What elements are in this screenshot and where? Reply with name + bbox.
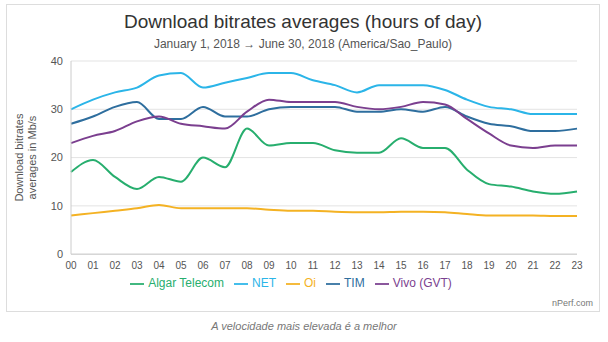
svg-text:14: 14 [373,260,385,271]
svg-text:04: 04 [153,260,165,271]
svg-text:08: 08 [241,260,253,271]
svg-text:03: 03 [131,260,143,271]
html-text:Oi: Oi [304,276,316,291]
svg-text:15: 15 [395,260,407,271]
svg-text:01: 01 [87,260,99,271]
svg-text:18: 18 [461,260,473,271]
svg-text:13: 13 [351,260,363,271]
svg-text:10: 10 [51,200,63,212]
svg-text:02: 02 [109,260,121,271]
svg-text:06: 06 [197,260,209,271]
svg-text:40: 40 [51,55,63,67]
svg-text:22: 22 [549,260,561,271]
svg-text:00: 00 [65,260,77,271]
html-text:January 1, 2018 → June 30, 201: January 1, 2018 → June 30, 2018 (America… [153,37,453,51]
svg-text:20: 20 [51,151,63,163]
html-text:Download bitrates averages (ho: Download bitrates averages (hours of day… [124,11,482,32]
svg-text:30: 30 [51,103,63,115]
svg-text:10: 10 [285,260,297,271]
svg-text:12: 12 [329,260,341,271]
svg-text:16: 16 [417,260,429,271]
svg-text:05: 05 [175,260,187,271]
svg-text:20: 20 [505,260,517,271]
html-text:A velocidade mais elevada é a: A velocidade mais elevada é a melhor [211,320,397,332]
svg-text:19: 19 [483,260,495,271]
svg-text:11: 11 [308,260,319,271]
html-text:TIM: TIM [344,276,365,291]
svg-text:21: 21 [527,260,539,271]
svg-text:Download bitratesaverages in M: Download bitratesaverages in Mb/s [13,113,38,202]
svg-text:09: 09 [263,260,275,271]
html-text:Vivo (GVT): Vivo (GVT) [392,276,452,291]
svg-text:17: 17 [439,260,451,271]
svg-text:23: 23 [571,260,583,271]
html-text:Algar Telecom: Algar Telecom [148,276,224,291]
svg-text:07: 07 [219,260,231,271]
html-text:nPerf.com: nPerf.com [552,298,593,308]
svg-text:0: 0 [57,248,63,260]
html-text:NET: NET [252,276,276,291]
